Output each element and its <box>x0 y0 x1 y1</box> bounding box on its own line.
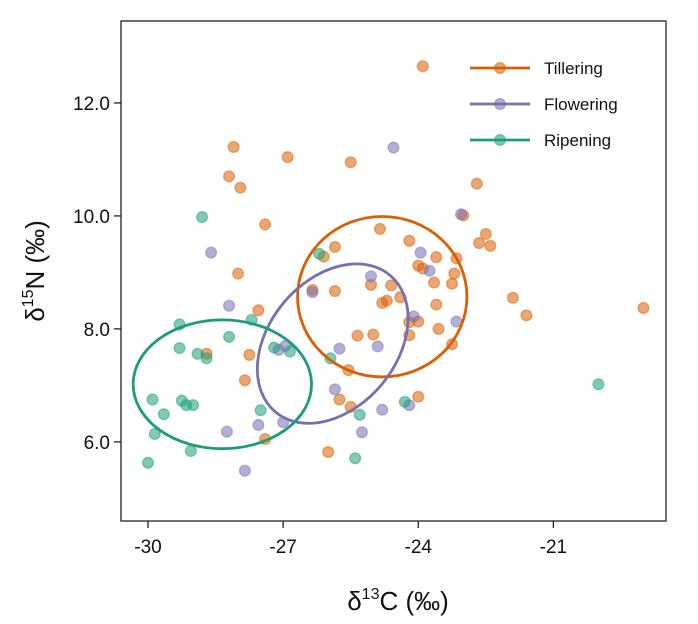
point-flowering <box>376 403 389 416</box>
point-flowering <box>407 310 420 323</box>
point-tillering <box>227 140 240 154</box>
point-flowering <box>371 340 384 353</box>
legend-label-tillering: Tillering <box>544 59 603 78</box>
point-ripening <box>146 393 159 406</box>
point-tillering <box>637 301 650 315</box>
legend-label-ripening: Ripening <box>544 131 611 150</box>
point-flowering <box>355 426 369 439</box>
point-tillering <box>403 234 416 247</box>
point-tillering <box>367 328 380 341</box>
x-tick-label: -24 <box>405 537 433 558</box>
ellipse-tillering <box>296 215 469 379</box>
point-flowering <box>414 246 427 259</box>
point-ripening <box>141 456 155 469</box>
point-tillering <box>430 298 443 311</box>
point-flowering <box>364 270 378 283</box>
point-tillering <box>416 60 429 73</box>
point-tillering <box>448 267 461 280</box>
point-ripening <box>592 378 605 391</box>
point-flowering <box>423 264 436 277</box>
point-tillering <box>234 181 247 194</box>
plot-frame <box>120 20 667 522</box>
point-tillering <box>281 151 294 164</box>
y-tick-label: 12.0 <box>73 94 110 115</box>
x-tick-label: -27 <box>269 537 296 558</box>
point-tillering <box>445 277 459 290</box>
point-ripening <box>353 408 366 421</box>
y-axis-title: δ15N (‰) <box>20 220 50 322</box>
x-tick-label: -21 <box>540 537 567 558</box>
point-flowering <box>306 286 319 299</box>
y-tick-label: 8.0 <box>84 320 110 341</box>
point-tillering <box>238 374 251 387</box>
point-tillering <box>520 309 533 322</box>
point-ripening <box>173 342 186 355</box>
point-flowering <box>220 425 233 438</box>
point-ripening <box>186 399 200 412</box>
point-flowering <box>204 246 218 259</box>
x-tick-label: -30 <box>134 537 161 558</box>
point-tillering <box>344 156 357 169</box>
y-tick-label: 6.0 <box>84 433 110 454</box>
point-tillering <box>328 284 342 298</box>
point-flowering <box>387 141 400 154</box>
point-tillering <box>232 267 245 280</box>
point-tillering <box>427 276 441 289</box>
point-tillering <box>412 390 425 403</box>
point-tillering <box>430 251 443 264</box>
legend-marker-tillering <box>493 61 507 75</box>
point-tillering <box>328 240 342 254</box>
point-flowering <box>328 383 342 396</box>
point-tillering <box>472 236 486 250</box>
legend-marker-ripening <box>493 133 507 147</box>
point-ripening <box>313 247 326 260</box>
point-tillering <box>322 445 335 459</box>
legend: Tillering Flowering Ripening <box>470 59 618 150</box>
point-flowering <box>222 299 236 312</box>
point-ripening <box>222 330 236 343</box>
point-tillering <box>484 239 497 252</box>
legend-label-flowering: Flowering <box>544 95 618 114</box>
point-tillering <box>351 329 364 342</box>
point-flowering <box>238 464 251 477</box>
confidence-ellipses <box>131 215 469 451</box>
point-tillering <box>506 291 519 304</box>
point-ripening <box>254 404 267 417</box>
point-tillering <box>222 170 236 183</box>
point-ripening <box>398 395 411 408</box>
ellipse-ripening <box>131 318 313 451</box>
point-ripening <box>195 210 209 224</box>
point-ripening <box>157 408 170 421</box>
point-tillering <box>385 279 398 292</box>
point-tillering <box>259 218 272 231</box>
data-points <box>141 60 650 477</box>
ellipse-flowering <box>255 262 410 425</box>
point-tillering <box>373 222 387 236</box>
point-ripening <box>200 352 213 365</box>
point-ripening <box>148 427 161 441</box>
point-flowering <box>252 418 265 432</box>
legend-marker-flowering <box>493 97 507 111</box>
point-tillering <box>432 322 445 336</box>
x-axis-title: δ13C (‰) <box>347 586 449 616</box>
point-tillering <box>479 227 492 241</box>
point-tillering <box>376 296 389 310</box>
point-flowering <box>333 342 346 355</box>
point-ripening <box>268 341 281 354</box>
point-flowering <box>454 208 468 221</box>
point-ripening <box>191 347 204 360</box>
y-axis: 6.0 8.0 10.0 12.0 <box>73 94 121 454</box>
y-tick-label: 10.0 <box>73 207 110 228</box>
point-tillering <box>470 177 483 190</box>
point-tillering <box>252 304 265 317</box>
point-ripening <box>283 345 297 358</box>
point-tillering <box>243 348 256 361</box>
point-ripening <box>349 452 362 465</box>
x-axis: -30 -27 -24 -21 <box>134 521 567 558</box>
point-tillering <box>333 393 346 406</box>
point-ripening <box>184 444 197 458</box>
